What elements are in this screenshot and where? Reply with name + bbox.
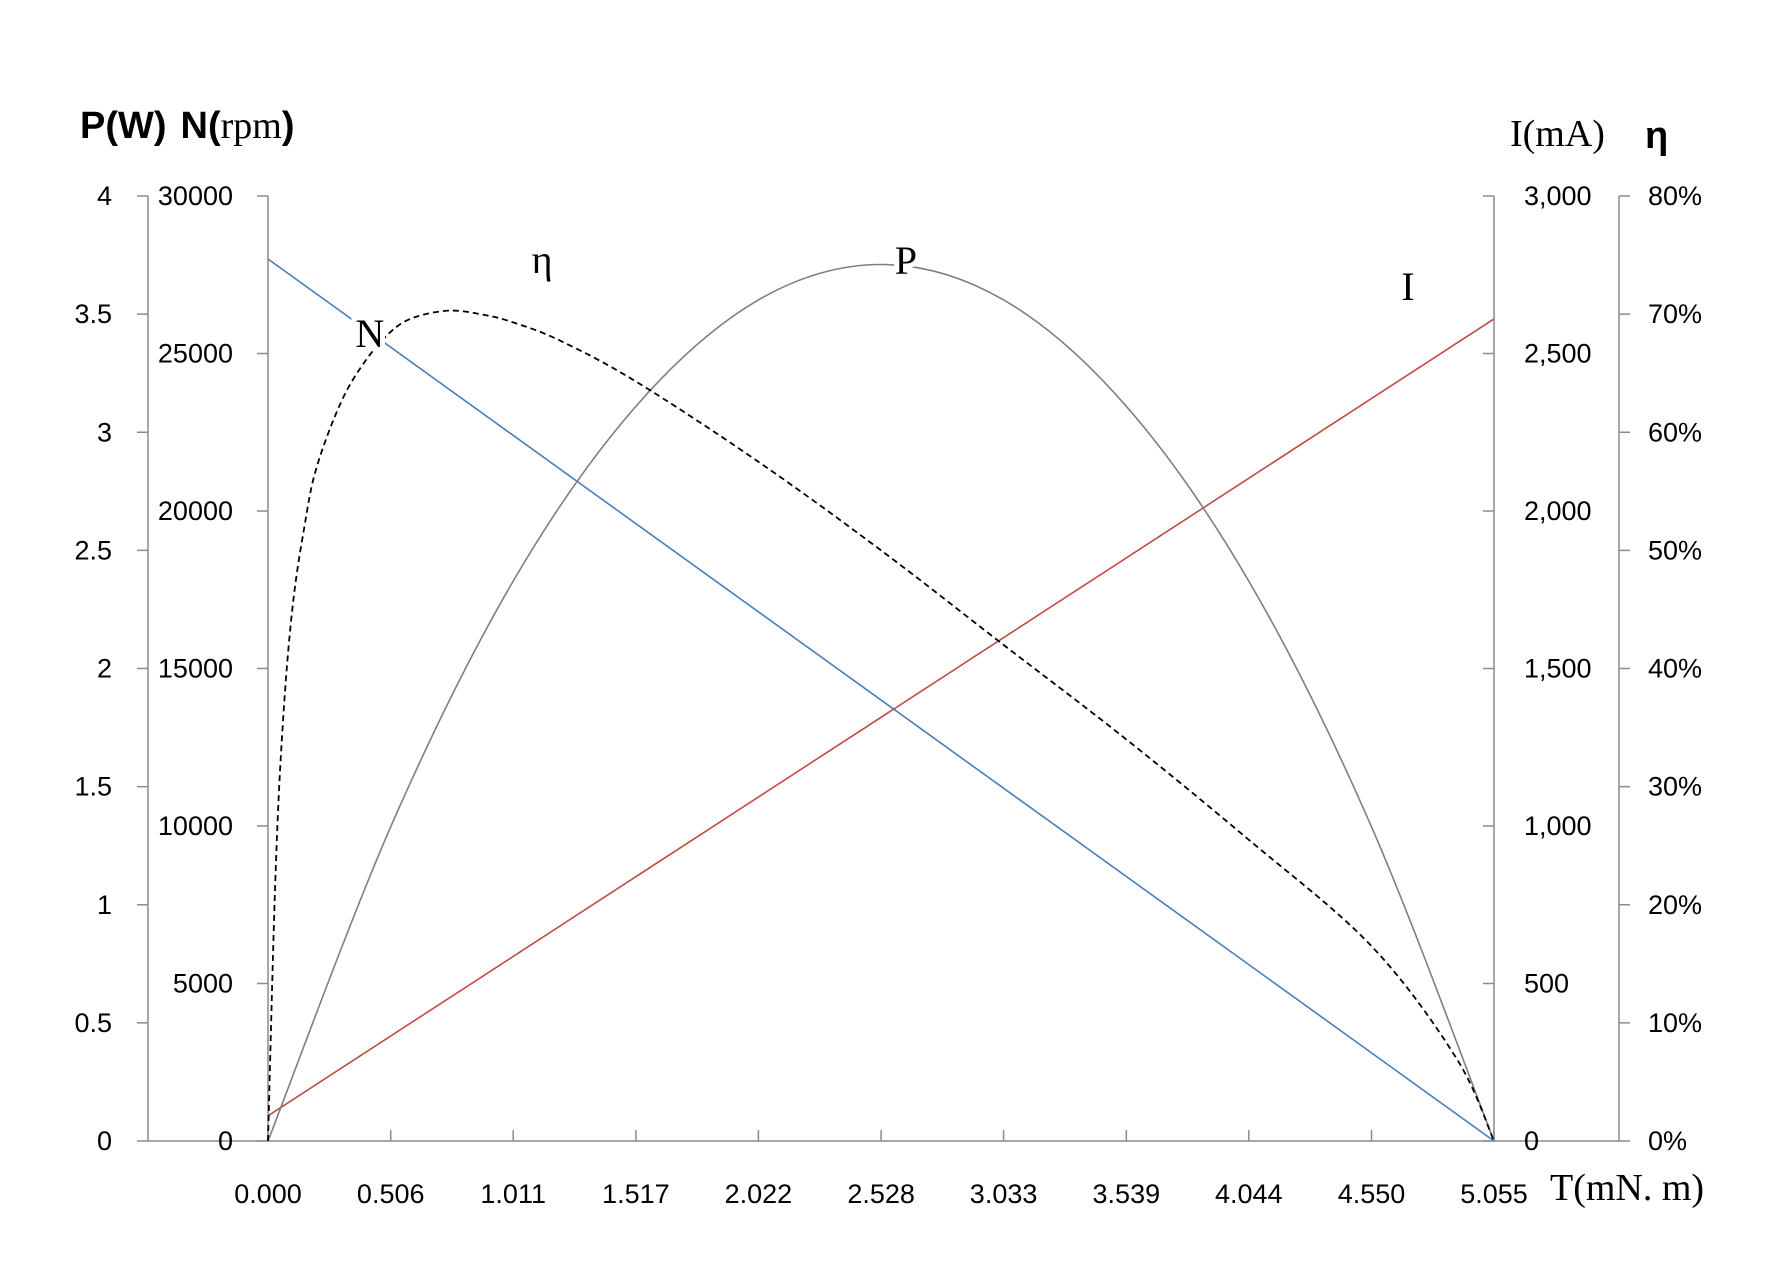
n-tick-label: 20000 [158, 496, 233, 526]
n-tick-label: 5000 [173, 969, 233, 999]
x-tick-label: 1.011 [480, 1179, 546, 1209]
n-tick-label: 30000 [158, 181, 233, 211]
p-tick-label: 1.5 [74, 772, 112, 802]
p-tick-label: 2.5 [74, 535, 112, 565]
eta-tick-label: 40% [1648, 654, 1702, 684]
eta-tick-label: 60% [1648, 417, 1702, 447]
current-curve [267, 318, 1495, 1117]
eta-tick-label: 10% [1648, 1008, 1702, 1038]
i-axis-title: I(mA) [1510, 113, 1605, 155]
p-tick-label: 2 [97, 654, 112, 684]
speed-curve-label: N [355, 311, 384, 356]
current-curve-label: I [1401, 264, 1414, 309]
i-tick-label: 2,500 [1524, 339, 1592, 369]
x-tick-label: 1.517 [602, 1179, 670, 1209]
eta-tick-label: 50% [1648, 535, 1702, 565]
i-tick-label: 3,000 [1524, 181, 1592, 211]
left-axis-title: P(W) N(rpm) [80, 105, 295, 147]
x-axis-ticks: 0.000 0.506 1.011 1.517 2.022 2.528 3.033 3.539… [234, 1130, 1528, 1209]
p-tick-label: 4 [97, 181, 112, 211]
i-tick-label: 1,500 [1524, 654, 1592, 684]
series-layer [267, 258, 1495, 1142]
eta-tick-label: 30% [1648, 772, 1702, 802]
x-tick-label: 3.539 [1093, 1179, 1161, 1209]
x-tick-label: 4.550 [1338, 1179, 1406, 1209]
n-axis-ticks: 0 5000 10000 15000 20000 25000 30000 [158, 181, 268, 1156]
p-tick-label: 0 [97, 1126, 112, 1156]
efficiency-curve [267, 309, 1495, 1142]
n-axis-title-close: ) [282, 105, 295, 147]
speed-curve [267, 258, 1495, 1142]
p-tick-label: 3.5 [74, 299, 112, 329]
p-tick-label: 0.5 [74, 1008, 112, 1038]
i-tick-label: 2,000 [1524, 496, 1592, 526]
n-tick-label: 15000 [158, 654, 233, 684]
efficiency-curve-label: η [532, 237, 553, 282]
n-tick-label: 0 [218, 1126, 233, 1156]
x-tick-label: 0.000 [234, 1179, 302, 1209]
n-tick-label: 10000 [158, 811, 233, 841]
p-axis-title: P(W) [80, 105, 167, 147]
p-tick-label: 3 [97, 417, 112, 447]
i-axis-ticks: 0 500 1,000 1,500 2,000 2,500 3,000 [1483, 181, 1592, 1156]
eta-tick-label: 80% [1648, 181, 1702, 211]
eta-axis-ticks: 0% 10% 20% 30% 40% 50% 60% 70% 80% [1619, 181, 1702, 1156]
x-tick-label: 5.055 [1460, 1179, 1528, 1209]
power-curve-label: P [895, 238, 917, 283]
x-tick-label: 4.044 [1215, 1179, 1283, 1209]
eta-tick-label: 70% [1648, 299, 1702, 329]
i-tick-label: 500 [1524, 969, 1569, 999]
eta-tick-label: 20% [1648, 890, 1702, 920]
x-axis-title: T(mN. m) [1550, 1167, 1704, 1209]
p-axis-ticks: 0 0.5 1 1.5 2 2.5 3 3.5 4 [74, 181, 148, 1156]
eta-tick-label: 0% [1648, 1126, 1687, 1156]
x-tick-label: 2.022 [725, 1179, 793, 1209]
x-tick-label: 0.506 [357, 1179, 425, 1209]
eta-axis-title: η [1645, 115, 1668, 157]
i-tick-label: 1,000 [1524, 811, 1592, 841]
curve-labels: Nη P I [350, 232, 1419, 361]
n-axis-title-unit: rpm [221, 105, 282, 147]
x-tick-label: 3.033 [970, 1179, 1038, 1209]
n-tick-label: 25000 [158, 339, 233, 369]
i-tick-label: 0 [1524, 1126, 1539, 1156]
x-tick-label: 2.528 [847, 1179, 915, 1209]
n-axis-title-prefix: N( [181, 105, 221, 147]
p-tick-label: 1 [97, 890, 112, 920]
power-curve [267, 263, 1495, 1142]
